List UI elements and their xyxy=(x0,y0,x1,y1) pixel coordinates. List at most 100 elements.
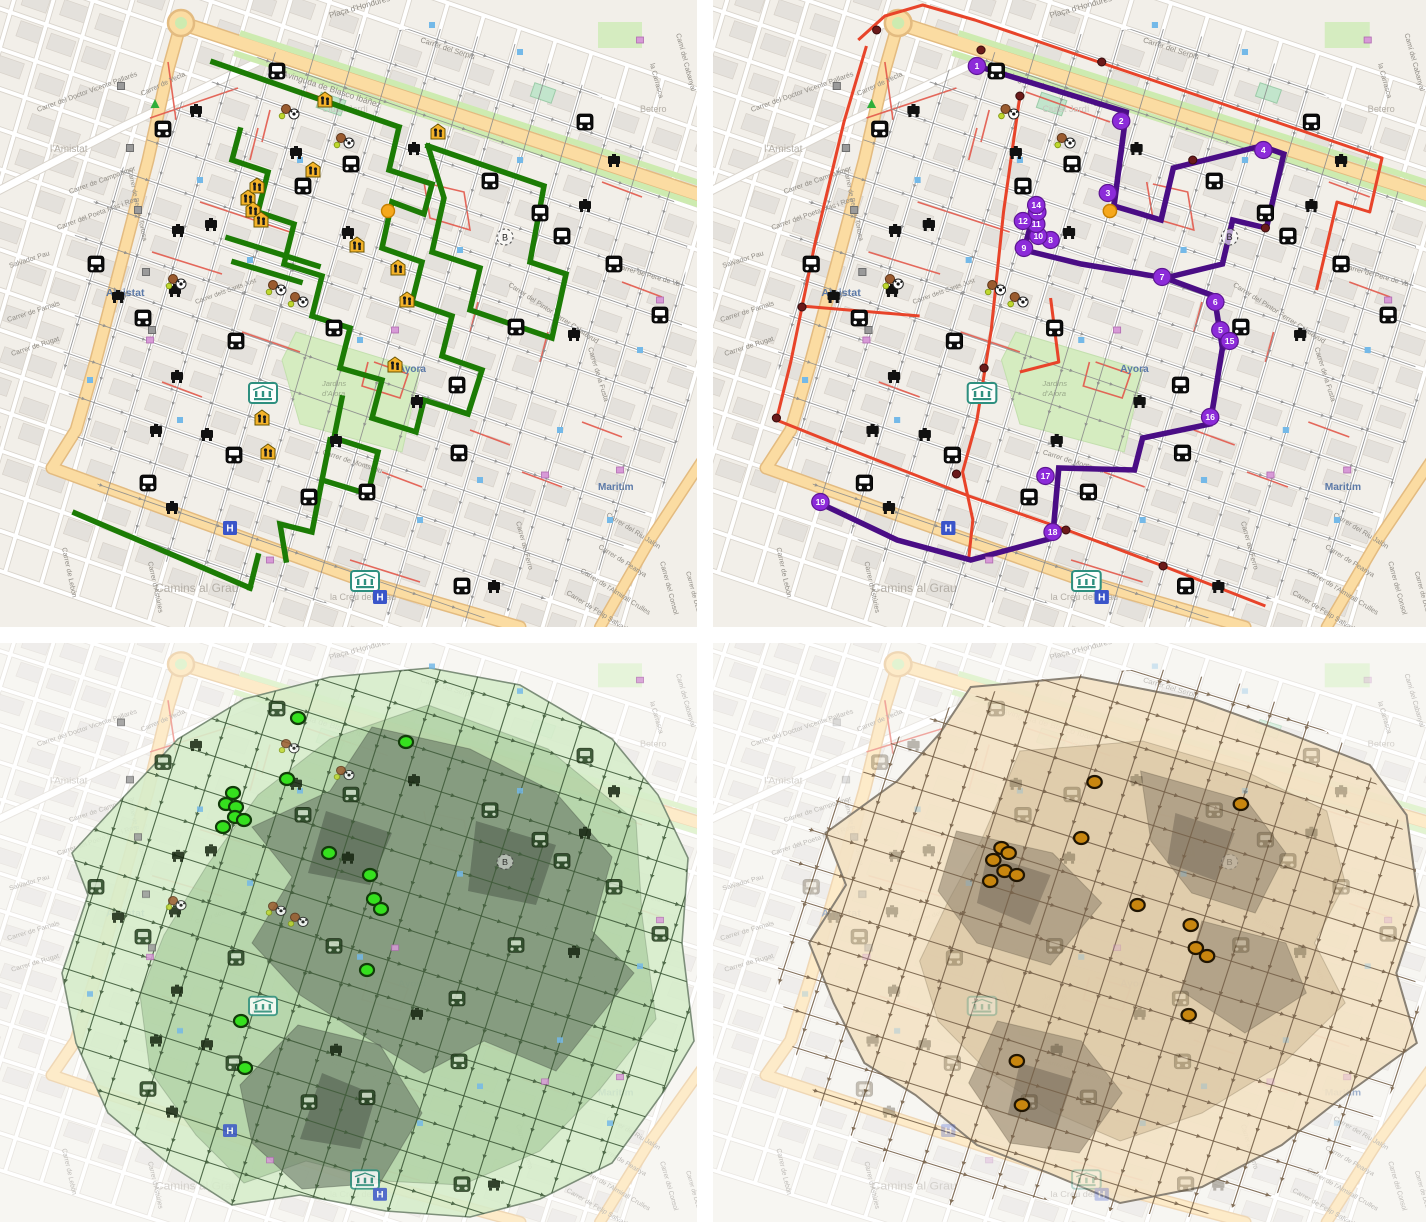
sport-balls-icon xyxy=(265,901,287,916)
tram-stop-icon xyxy=(858,890,867,898)
crossing-icon xyxy=(297,157,303,163)
station-blob-icon xyxy=(201,1038,213,1051)
sport-balls-icon xyxy=(333,133,355,149)
street-label: l'Amistat xyxy=(50,144,88,155)
crossing-icon xyxy=(1200,1083,1208,1090)
crossing-icon xyxy=(197,806,203,812)
poi-icons: H H B xyxy=(801,663,1397,1201)
crossing-icon xyxy=(607,517,613,523)
crossing-icon xyxy=(1333,1120,1341,1126)
sample-point xyxy=(214,819,232,835)
station-blob-icon xyxy=(172,224,184,237)
station-blob-icon xyxy=(342,851,354,864)
bus-stop-icon xyxy=(358,483,376,501)
station-blob-icon xyxy=(112,290,124,303)
bus-stop-icon xyxy=(134,309,152,327)
bus-stop-icon xyxy=(1014,177,1032,195)
sport-balls-icon xyxy=(278,104,300,120)
tram-stop-icon xyxy=(134,833,142,841)
bus-stop-icon xyxy=(481,172,499,190)
crossing-icon xyxy=(1282,1037,1289,1043)
crossing-icon xyxy=(457,247,463,253)
crossing-icon xyxy=(517,787,523,794)
crossing-icon xyxy=(517,157,523,163)
station-blob-icon xyxy=(488,580,500,593)
street-label: Ciutat Jardí xyxy=(1042,104,1090,114)
tram-stop-icon xyxy=(117,82,125,90)
sample-point xyxy=(1187,940,1205,956)
bus-stop-icon xyxy=(802,255,820,273)
crossing-icon xyxy=(801,377,809,383)
route-stop-marker: 1 xyxy=(967,56,987,76)
shop-icon xyxy=(636,676,644,684)
shop-icon xyxy=(1343,1073,1352,1081)
bus-stop-icon xyxy=(268,62,286,80)
sample-points xyxy=(981,774,1250,1113)
route-node-icon xyxy=(979,363,989,373)
sample-point xyxy=(320,845,338,861)
hospital-icon: H xyxy=(373,590,387,604)
station-blob-icon xyxy=(408,142,420,155)
sample-point xyxy=(1198,948,1216,964)
bus-stop-icon xyxy=(871,754,889,770)
bus-stop-icon xyxy=(531,204,549,222)
sample-point xyxy=(232,1013,250,1029)
crossing-icon xyxy=(477,1083,483,1090)
museum-icon xyxy=(966,995,998,1017)
school-sign-icon xyxy=(390,259,406,276)
bus-stop-icon xyxy=(945,332,964,350)
crossing-icon xyxy=(637,963,643,969)
school-sign-icon xyxy=(430,123,446,140)
street-label: l'Amistat xyxy=(764,144,803,155)
crossing-icon xyxy=(1282,427,1289,433)
station-blob-icon xyxy=(1294,945,1307,958)
bus-stop-icon xyxy=(1014,807,1032,823)
sample-point xyxy=(1182,917,1200,933)
poi-icons: H H B xyxy=(87,22,669,604)
crossing-icon xyxy=(357,954,363,960)
sample-point xyxy=(1008,867,1026,883)
crossing-icon xyxy=(1139,1120,1146,1126)
station-blob-icon xyxy=(1212,580,1225,593)
school-sign-icon xyxy=(387,356,403,373)
crossing-icon xyxy=(247,880,253,886)
station-blob-icon xyxy=(1334,154,1348,167)
bus-stop-icon xyxy=(294,807,312,823)
svg-text:8: 8 xyxy=(1048,235,1053,245)
crossing-icon xyxy=(87,991,93,997)
shop-icon xyxy=(1363,676,1372,684)
bus-stop-icon xyxy=(1302,747,1321,764)
hospital-icon: H xyxy=(941,521,956,535)
street-label: Ayora xyxy=(1120,364,1149,375)
sample-point xyxy=(236,1060,254,1076)
sample-point xyxy=(1086,774,1103,790)
bus-stop-icon xyxy=(987,700,1005,717)
bus-stop-icon xyxy=(605,879,623,895)
svg-text:17: 17 xyxy=(1041,471,1051,481)
station-blob-icon xyxy=(1062,851,1076,864)
street-label: Camins al Grau xyxy=(155,581,238,595)
crossing-icon xyxy=(1139,517,1146,523)
school-sign-icon xyxy=(249,177,265,194)
station-blob-icon xyxy=(205,218,217,231)
bus-stop-icon xyxy=(1205,802,1223,818)
bus-stop-icon xyxy=(134,928,152,945)
shop-icon xyxy=(541,471,549,479)
museum-icon xyxy=(350,1169,380,1190)
sport-balls-icon xyxy=(287,912,309,927)
bus-stop-icon xyxy=(1279,853,1297,869)
route-stop-marker: 12 xyxy=(1013,211,1033,231)
tram-stop-icon xyxy=(148,944,156,952)
map-panel-routes-green: Plaça d'Hondures Avinguda de Blasco Ibáñe… xyxy=(0,0,697,627)
school-sign-icon xyxy=(399,291,415,308)
bus-stop-icon xyxy=(1256,831,1274,848)
station-blob-icon xyxy=(166,1105,178,1118)
tram-stop-icon xyxy=(134,206,142,214)
station-blob-icon xyxy=(1050,1043,1063,1056)
shop-icon xyxy=(656,916,664,924)
sport-balls-icon xyxy=(165,274,187,290)
bus-stop-icon xyxy=(943,446,961,464)
sample-point xyxy=(224,785,242,801)
route-node-icon xyxy=(1260,223,1270,233)
